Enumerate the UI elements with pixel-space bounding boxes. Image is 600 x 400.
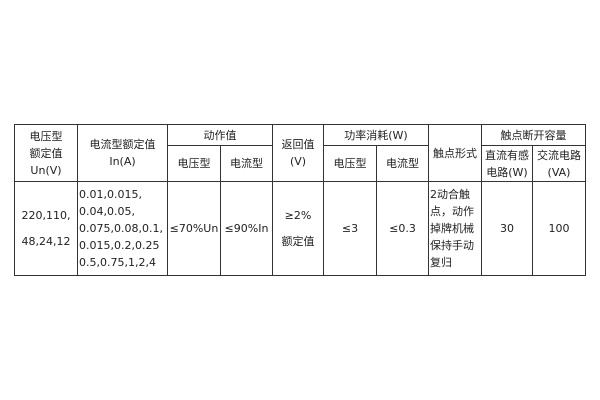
cell-return-value: ≥2% 额定值 (272, 181, 324, 276)
relay-spec-table: 电压型 额定值 Un(V) 电流型额定值 In(A) 动作值 返回值 (V) 功… (14, 124, 586, 276)
cell-rated-voltage: 220,110, 48,24,12 (14, 181, 78, 276)
header-power: 功率消耗(W) (323, 124, 429, 146)
cell-action-voltage: ≤70%Un (167, 181, 221, 276)
header-rated-current: 电流型额定值 In(A) (77, 124, 168, 182)
header-action-current: 电流型 (220, 145, 273, 182)
cell-dc-inductive: 30 (481, 181, 533, 276)
header-breaking-capacity: 触点断开容量 (481, 124, 586, 146)
header-row-1: 电压型 额定值 Un(V) 电流型额定值 In(A) 动作值 返回值 (V) 功… (14, 124, 586, 182)
cell-power-current: ≤0.3 (376, 181, 429, 276)
header-power-current: 电流型 (376, 145, 429, 182)
header-power-voltage: 电压型 (323, 145, 377, 182)
header-ac-circuit: 交流电路 (VA) (532, 145, 586, 182)
cell-rated-current: 0.01,0.015, 0.04,0.05, 0.075,0.08,0.1, 0… (77, 181, 168, 276)
header-return-value: 返回值 (V) (272, 124, 324, 182)
cell-contact-form: 2动合触 点，动作 掉牌机械 保持手动 复归 (428, 181, 482, 276)
table-row: 220,110, 48,24,12 0.01,0.015, 0.04,0.05,… (14, 181, 586, 276)
header-rated-voltage: 电压型 额定值 Un(V) (14, 124, 78, 182)
header-contact-form: 触点形式 (428, 124, 482, 182)
cell-action-current: ≤90%In (220, 181, 273, 276)
cell-power-voltage: ≤3 (323, 181, 377, 276)
header-dc-inductive: 直流有感 电路(W) (481, 145, 533, 182)
cell-ac-circuit: 100 (532, 181, 586, 276)
header-row-2: 电压型 电流型 电压型 电流型 直流有感 电路(W) 交流电路 (VA) (15, 145, 586, 182)
header-action-value: 动作值 (167, 124, 273, 146)
header-action-voltage: 电压型 (167, 145, 221, 182)
